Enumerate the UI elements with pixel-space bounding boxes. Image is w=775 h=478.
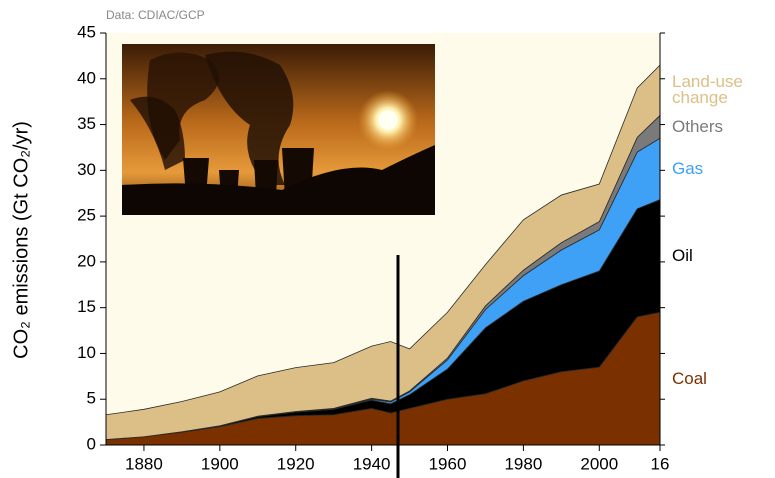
y-tick-label: 35 (77, 114, 96, 133)
legend-label: Oil (672, 245, 693, 265)
y-tick-label: 30 (77, 160, 96, 179)
legend-label: Coal (672, 368, 707, 388)
y-tick-label: 0 (87, 434, 96, 453)
x-tick-label: 1940 (353, 454, 391, 473)
legend-label: Others (672, 116, 724, 136)
y-tick-label: 15 (77, 297, 96, 316)
y-tick-label: 25 (77, 206, 96, 225)
y-tick-label: 40 (77, 68, 96, 87)
y-tick-label: 45 (77, 22, 96, 41)
y-tick-label: 20 (77, 251, 96, 270)
y-axis-label: CO₂ emissions (Gt CO₂/yr) (10, 121, 32, 359)
legend-label: Gas (672, 158, 704, 178)
y-tick-label: 5 (87, 389, 96, 408)
x-tick-label: 1880 (125, 454, 163, 473)
x-tick-label: 1900 (201, 454, 239, 473)
y-tick-label: 10 (77, 343, 96, 362)
x-tick-label: 1920 (277, 454, 315, 473)
x-tick-label: 16 (651, 454, 670, 473)
x-tick-label: 2000 (580, 454, 618, 473)
x-tick-label: 1960 (429, 454, 467, 473)
legend-label: Land-use change (672, 72, 743, 108)
source-note: Data: CDIAC/GCP (106, 8, 205, 22)
inset-photo (122, 44, 435, 215)
x-tick-label: 1980 (504, 454, 542, 473)
